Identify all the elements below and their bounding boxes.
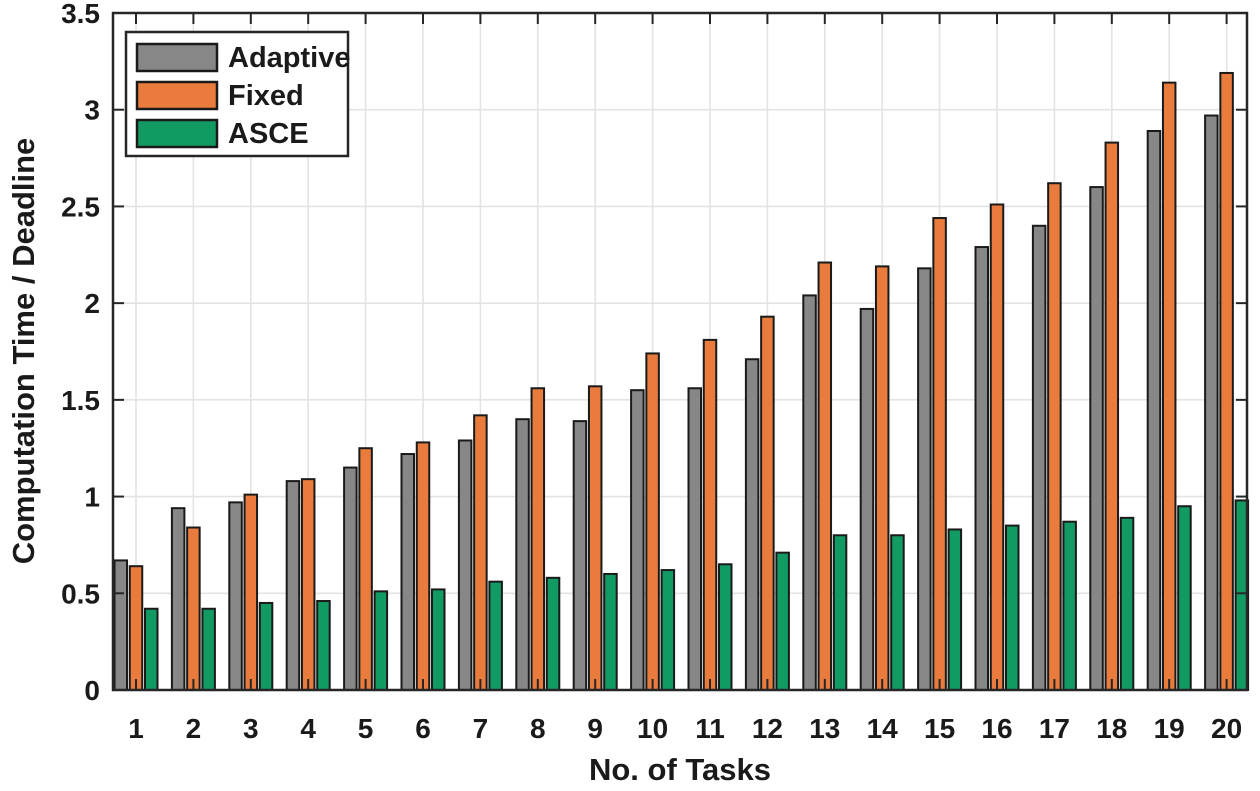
bar-fixed-6 <box>415 441 431 692</box>
bar-adaptive-19 <box>1146 129 1162 691</box>
bar-adaptive-9 <box>572 420 588 691</box>
bar-asce-5 <box>373 590 389 692</box>
bar-adaptive-11 <box>687 387 702 691</box>
bar-asce-13 <box>832 534 848 691</box>
x-tick-label-14: 14 <box>867 713 899 744</box>
bar-fixed-5 <box>358 447 373 692</box>
bar-fixed-8 <box>530 387 546 691</box>
bar-fixed-13 <box>817 261 833 691</box>
legend-swatch-asce <box>135 118 219 149</box>
x-tick-label-8: 8 <box>530 713 546 744</box>
bar-asce-14 <box>890 534 905 691</box>
y-tick-label-0.5: 0.5 <box>61 578 100 609</box>
x-tick-label-17: 17 <box>1039 713 1070 744</box>
bar-asce-6 <box>431 588 446 691</box>
y-tick-label-3.5: 3.5 <box>61 0 100 29</box>
bar-asce-1 <box>144 607 159 692</box>
bar-asce-16 <box>1005 524 1020 691</box>
bar-asce-9 <box>603 572 618 692</box>
bar-adaptive-14 <box>859 307 875 691</box>
bar-asce-2 <box>201 607 216 692</box>
x-tick-label-15: 15 <box>924 713 955 744</box>
bar-asce-4 <box>316 600 331 691</box>
bar-fixed-17 <box>1047 182 1062 692</box>
bar-fixed-20 <box>1219 71 1234 692</box>
bar-fixed-15 <box>932 217 947 692</box>
bar-asce-18 <box>1119 516 1135 691</box>
bar-asce-7 <box>488 580 503 691</box>
x-tick-label-20: 20 <box>1211 713 1242 744</box>
bar-asce-15 <box>947 528 963 691</box>
bar-adaptive-18 <box>1089 186 1104 691</box>
plot-area: 00.511.522.533.51 2 3 4 5 6 7 8 9 10 11 12 13 14 15 16 1… <box>61 0 1250 744</box>
bar-adaptive-6 <box>400 453 415 692</box>
bar-adaptive-13 <box>802 294 817 691</box>
x-tick-label-12: 12 <box>752 713 783 744</box>
x-tick-label-10: 10 <box>637 713 668 744</box>
bar-fixed-3 <box>243 493 259 691</box>
x-tick-label-7: 7 <box>473 713 489 744</box>
x-axis-title: No. of Tasks <box>589 752 771 787</box>
x-tick-label-2: 2 <box>186 713 202 744</box>
legend-label-adaptive: Adaptive <box>228 42 350 74</box>
bar-adaptive-8 <box>515 418 530 691</box>
bar-asce-3 <box>258 601 274 692</box>
bar-fixed-10 <box>645 352 660 691</box>
x-tick-label-19: 19 <box>1154 713 1185 744</box>
bar-fixed-14 <box>874 265 890 691</box>
bar-fixed-9 <box>587 385 603 691</box>
bar-fixed-1 <box>128 565 144 691</box>
bar-fixed-2 <box>186 526 201 692</box>
bar-asce-8 <box>545 576 561 691</box>
bar-adaptive-5 <box>343 466 358 691</box>
y-tick-label-1: 1 <box>84 482 100 513</box>
bar-asce-11 <box>718 563 733 691</box>
y-tick-label-2: 2 <box>84 288 100 319</box>
bar-adaptive-3 <box>228 501 243 692</box>
bar-fixed-19 <box>1161 81 1177 692</box>
bar-fixed-18 <box>1104 141 1120 691</box>
bar-asce-10 <box>660 569 676 691</box>
bar-adaptive-17 <box>1031 224 1047 691</box>
x-tick-label-5: 5 <box>358 713 374 744</box>
y-tick-label-1.5: 1.5 <box>61 385 100 416</box>
x-tick-label-1: 1 <box>128 713 144 744</box>
bar-asce-19 <box>1177 505 1192 691</box>
bar-adaptive-16 <box>974 246 989 691</box>
legend-label-asce: ASCE <box>228 118 309 150</box>
bar-adaptive-1 <box>113 559 128 691</box>
x-tick-label-3: 3 <box>243 713 259 744</box>
x-tick-label-9: 9 <box>587 713 603 744</box>
bar-fixed-7 <box>473 414 488 691</box>
y-tick-label-0: 0 <box>84 675 100 706</box>
bar-fixed-11 <box>702 338 718 691</box>
x-tick-label-11: 11 <box>695 713 725 744</box>
bar-asce-12 <box>775 551 790 691</box>
x-tick-label-6: 6 <box>415 713 431 744</box>
y-tick-label-2.5: 2.5 <box>61 191 100 222</box>
x-tick-label-13: 13 <box>809 713 840 744</box>
x-tick-label-16: 16 <box>981 713 1012 744</box>
bar-adaptive-20 <box>1204 114 1219 691</box>
bar-adaptive-12 <box>744 358 760 691</box>
bar-fixed-16 <box>989 203 1005 691</box>
bar-adaptive-2 <box>170 507 186 692</box>
bar-adaptive-10 <box>630 389 645 691</box>
y-axis-title: Computation Time / Deadline <box>6 138 41 565</box>
legend-label-fixed: Fixed <box>228 80 304 112</box>
legend-swatch-adaptive <box>135 42 219 73</box>
x-tick-label-4: 4 <box>300 713 316 744</box>
bar-fixed-12 <box>760 315 775 691</box>
bar-adaptive-7 <box>457 439 473 691</box>
bar-asce-17 <box>1062 520 1077 692</box>
plot-border <box>111 11 1249 692</box>
x-tick-label-18: 18 <box>1096 713 1127 744</box>
legend-swatch-fixed <box>135 80 219 111</box>
y-tick-label-3: 3 <box>84 95 100 126</box>
bar-adaptive-4 <box>285 480 301 691</box>
bar-fixed-4 <box>300 478 316 692</box>
bar-adaptive-15 <box>917 267 932 691</box>
